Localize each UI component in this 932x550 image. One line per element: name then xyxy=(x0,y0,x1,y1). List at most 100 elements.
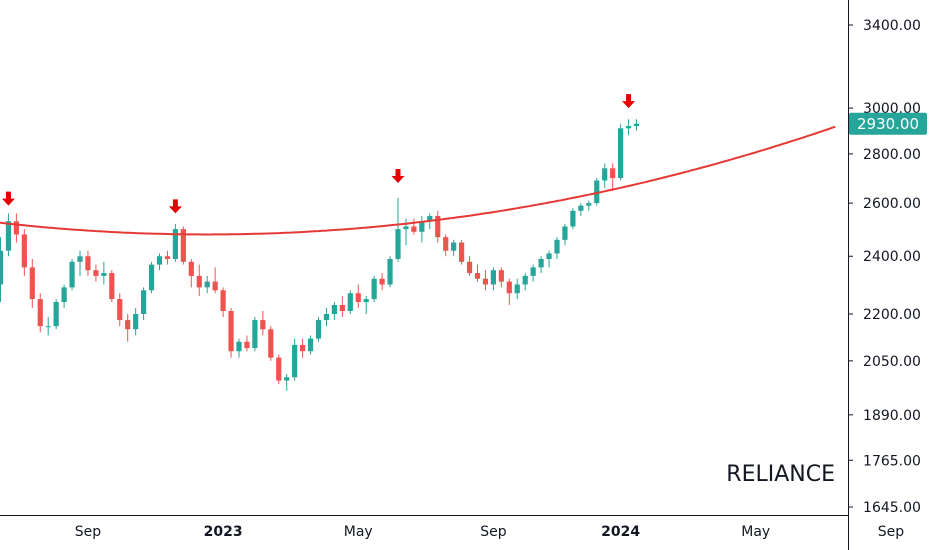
candle-body xyxy=(196,275,202,288)
candle-body xyxy=(610,168,616,179)
candle-body xyxy=(546,253,552,260)
candle-body xyxy=(53,302,59,327)
x-tick-label: May xyxy=(741,524,770,540)
candle-body xyxy=(594,180,600,204)
down-arrow-icon xyxy=(168,199,182,214)
y-tick-label: 2800.00 xyxy=(863,147,921,163)
candle-body xyxy=(498,270,504,282)
candle-body xyxy=(109,273,115,300)
x-tick-label: Sep xyxy=(75,524,102,540)
candle-body xyxy=(284,377,290,381)
x-tick-label: May xyxy=(344,524,373,540)
candle-body xyxy=(156,256,163,265)
down-arrow-icon xyxy=(622,94,636,109)
candle-body xyxy=(474,273,481,279)
candle-body xyxy=(45,326,51,328)
candle-body xyxy=(180,229,186,262)
candle-body xyxy=(141,290,147,314)
candle-body xyxy=(578,205,584,211)
candle-body xyxy=(315,320,322,339)
candle-body xyxy=(482,278,489,285)
candle-body xyxy=(625,126,632,129)
candle-body xyxy=(530,267,536,276)
down-arrow-icon xyxy=(391,168,405,183)
x-tick-label: Sep xyxy=(480,524,507,540)
y-tick-label: 1765.00 xyxy=(863,453,921,469)
candle-body xyxy=(443,237,449,251)
candle-body xyxy=(379,278,385,285)
candle-body xyxy=(164,256,171,260)
candle-body xyxy=(37,299,43,327)
candle-body xyxy=(220,290,226,311)
candle-body xyxy=(236,341,242,352)
candle-body xyxy=(117,299,123,321)
candle-body xyxy=(522,275,528,285)
candle-body xyxy=(5,221,12,251)
candle-body xyxy=(411,226,417,232)
candle-body xyxy=(562,226,568,240)
candle-body xyxy=(618,128,624,179)
y-tick-label: 3400.00 xyxy=(863,18,921,34)
down-arrow-icon xyxy=(1,191,15,206)
candle-body xyxy=(586,203,592,206)
candle-body xyxy=(148,264,155,291)
candle-body xyxy=(101,273,107,276)
candle-body xyxy=(331,305,337,314)
candle-body xyxy=(172,229,178,260)
candle-body xyxy=(228,310,234,352)
candle-body xyxy=(85,256,91,271)
x-tick-label: 2024 xyxy=(601,524,640,540)
candle-body xyxy=(276,357,282,381)
candle-body xyxy=(419,221,425,232)
candle-body xyxy=(260,320,266,330)
price-axis[interactable]: 3400.003000.002800.002600.002400.002200.… xyxy=(848,18,921,516)
candle-body xyxy=(355,293,361,303)
candle-body xyxy=(252,320,258,349)
candles-layer xyxy=(0,119,640,391)
last-price-badge-bg xyxy=(849,112,927,135)
candle-body xyxy=(451,242,457,251)
candle-body xyxy=(602,168,608,181)
time-axis[interactable]: Sep 2023 May Sep 2024 May Sep xyxy=(75,524,904,540)
last-price-badge: 2930.00 xyxy=(849,112,927,135)
candle-body xyxy=(395,229,401,260)
candle-body xyxy=(93,270,99,276)
y-tick-label: 2400.00 xyxy=(863,249,921,265)
candle-body xyxy=(307,338,314,352)
candle-body xyxy=(61,287,67,303)
candle-body xyxy=(570,210,576,227)
arrow-markers xyxy=(1,94,636,214)
candle-body xyxy=(13,221,19,235)
candle-body xyxy=(21,234,27,268)
candle-body xyxy=(506,281,512,294)
candle-body xyxy=(0,250,4,285)
candle-body xyxy=(466,261,473,274)
candle-body xyxy=(244,341,250,349)
x-tick-label: Sep xyxy=(878,524,905,540)
candle-body xyxy=(633,123,640,127)
candle-body xyxy=(339,305,345,311)
candle-body xyxy=(387,259,393,285)
plot-area[interactable] xyxy=(0,94,836,391)
candle-body xyxy=(268,329,274,358)
resistance-curve xyxy=(0,125,836,236)
candle-body xyxy=(435,215,441,238)
y-tick-label: 1645.00 xyxy=(863,500,921,516)
candle-body xyxy=(69,261,75,288)
candle-body xyxy=(204,281,210,288)
y-tick-label: 1890.00 xyxy=(863,408,921,424)
x-tick-label: 2023 xyxy=(204,524,243,540)
y-tick-label: 2050.00 xyxy=(863,354,921,370)
candle-body xyxy=(363,299,369,303)
last-price-label: 2930.00 xyxy=(857,115,919,133)
candle-body xyxy=(347,293,353,311)
candle-body xyxy=(125,320,131,330)
symbol-watermark: RELIANCE xyxy=(726,462,835,487)
candle-body xyxy=(212,281,218,291)
candle-body xyxy=(490,270,496,285)
candle-body xyxy=(538,259,544,268)
candle-body xyxy=(514,284,520,294)
candle-body xyxy=(77,256,83,262)
candle-body xyxy=(403,226,409,230)
